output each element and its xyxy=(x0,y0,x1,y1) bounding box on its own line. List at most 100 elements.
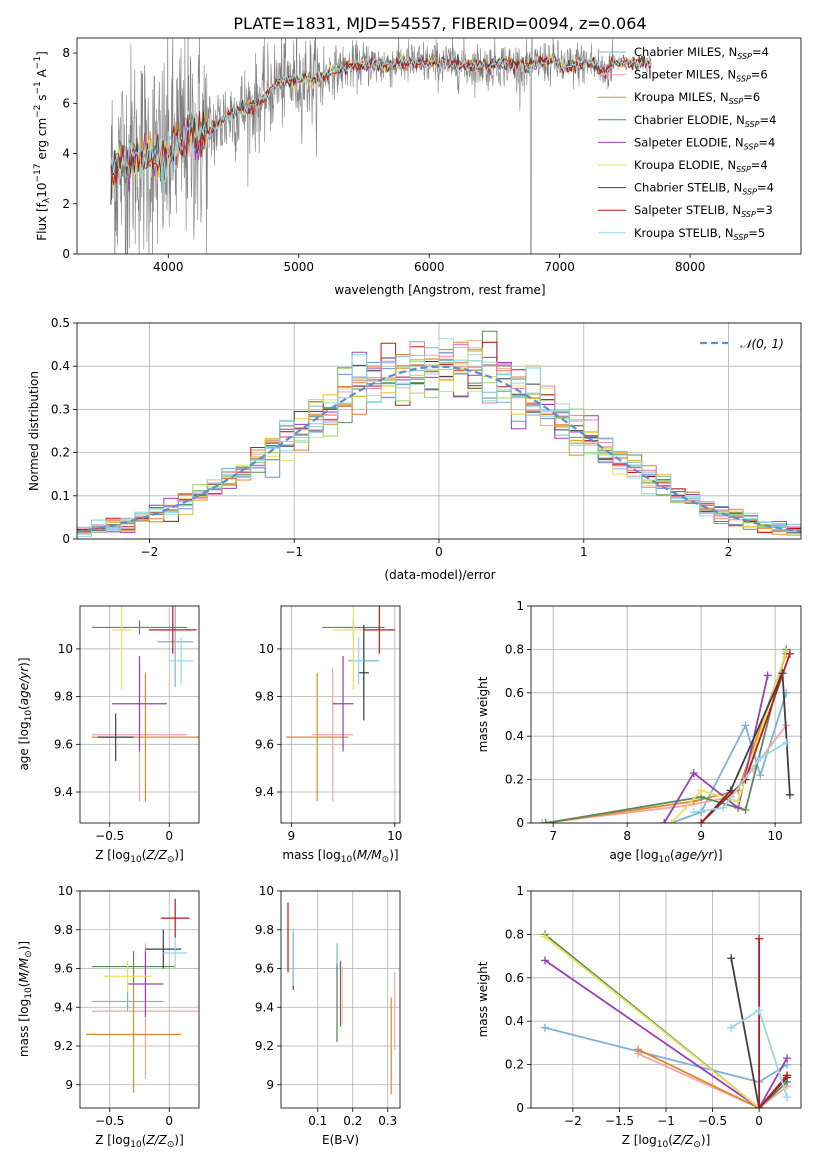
label-part: ( xyxy=(17,705,31,710)
axes-frame xyxy=(76,37,802,255)
weight-point-marker xyxy=(689,808,698,817)
label-part: mass [log xyxy=(282,848,340,862)
y-tick-label: 0.1 xyxy=(51,489,70,503)
legend-entry: Chabrier STELIB, NSSP=4 xyxy=(634,181,774,197)
label-part: 10 xyxy=(341,855,353,865)
y-tick-label: 0.2 xyxy=(51,446,70,460)
weight-point-marker xyxy=(540,956,549,965)
y-tick-label: 0.5 xyxy=(51,316,70,330)
y-tick-label: 10 xyxy=(58,884,73,898)
legend-entry: Salpeter ELODIE, NSSP=4 xyxy=(634,135,775,151)
y-tick-label: 0.2 xyxy=(505,773,524,787)
weight-point-marker xyxy=(540,932,549,941)
y-tick-label: 2 xyxy=(62,197,70,211)
label-part: ⊙ xyxy=(693,1140,701,1150)
label-part: )] xyxy=(174,848,183,862)
y-tick-label: 9 xyxy=(266,1078,274,1092)
y-tick-label: 0 xyxy=(62,247,70,261)
label-part: M/M xyxy=(357,848,382,862)
y-tick-label: 9.6 xyxy=(255,962,274,976)
x-tick-label: 8000 xyxy=(675,260,706,274)
legend-name: Salpeter MILES xyxy=(634,68,720,82)
weight-point-marker xyxy=(755,934,764,943)
y-tick-label: 9.2 xyxy=(255,1039,274,1053)
x-axis-label: wavelength [Angstrom, rest frame] xyxy=(334,283,545,297)
legend-sub: SSP xyxy=(737,52,752,61)
x-axis-label: Z [log10(Z/Z⊙)] xyxy=(95,848,184,865)
label-part: Z/Z xyxy=(145,848,167,862)
weight-point-marker xyxy=(660,819,669,823)
x-tick-label: 4000 xyxy=(153,260,184,274)
weight-series-line xyxy=(544,933,788,1108)
weight-series-line xyxy=(700,672,791,823)
label-part: 10 xyxy=(659,855,671,865)
weight-point-marker xyxy=(755,1006,764,1015)
y-tick-label: 0.6 xyxy=(505,686,524,700)
y-tick-label: 9.2 xyxy=(54,1039,73,1053)
y-axis-label: Normed distribution xyxy=(27,371,41,491)
label-part: age/yr xyxy=(17,666,31,705)
label-part: ⊙ xyxy=(24,950,34,958)
y-axis-label: mass weight xyxy=(476,676,490,752)
weight-point-marker xyxy=(755,1104,764,1108)
label-part: Z/Z xyxy=(672,1133,694,1147)
y-tick-label: 10 xyxy=(259,884,274,898)
weight-point-marker xyxy=(734,797,743,806)
figure-title: PLATE=1831, MJD=54557, FIBERID=0094, z=0… xyxy=(233,14,646,33)
weight-point-marker xyxy=(782,738,791,747)
legend-name: Kroupa ELODIE xyxy=(634,158,720,172)
legend-n: , N xyxy=(729,113,745,127)
weight-point-marker xyxy=(741,721,750,730)
x-tick-label: 0.3 xyxy=(378,1114,397,1128)
y-tick-label: 0.8 xyxy=(505,927,524,941)
x-tick-label: 2 xyxy=(725,545,733,559)
legend-n: , N xyxy=(728,135,744,149)
legend-entry: Salpeter STELIB, NSSP=3 xyxy=(634,203,773,219)
weight-series-line xyxy=(758,938,788,1108)
x-tick-label: −2 xyxy=(564,1114,582,1128)
weight-series-line xyxy=(545,649,788,823)
legend-n: , N xyxy=(713,90,729,104)
weight-series-line xyxy=(693,741,787,813)
x-tick-label: 7 xyxy=(549,829,557,843)
weight-point-marker xyxy=(756,771,765,780)
weight-point-marker xyxy=(727,954,736,963)
legend-name: Chabrier STELIB xyxy=(634,181,726,195)
label-part: 10 xyxy=(130,855,142,865)
x-tick-label: 9 xyxy=(697,829,705,843)
x-tick-label: 0 xyxy=(165,829,173,843)
plot-area xyxy=(110,38,652,254)
legend-entry: Kroupa STELIB, NSSP=5 xyxy=(634,226,765,242)
label-part: age [log xyxy=(609,848,658,862)
x-axis-label: Z [log10(Z/Z⊙)] xyxy=(622,1133,711,1150)
y-axis-label: age [log10(age/yr)] xyxy=(17,657,34,770)
axes-frame xyxy=(280,605,401,824)
y-tick-label: 9.4 xyxy=(54,785,73,799)
weight-series-line xyxy=(670,651,788,823)
weight-series-line xyxy=(545,653,788,823)
legend-name: Chabrier ELODIE xyxy=(634,113,729,127)
x-tick-label: −0.5 xyxy=(698,1114,727,1128)
legend-entry: Kroupa MILES, NSSP=6 xyxy=(634,90,760,106)
plot-area xyxy=(91,606,199,802)
legend-sub: SSP xyxy=(742,188,757,197)
x-tick-label: 9 xyxy=(288,829,296,843)
label-part: )] xyxy=(17,941,31,950)
legend-n: , N xyxy=(721,45,737,59)
weight-point-marker xyxy=(541,819,550,823)
weight-point-marker xyxy=(697,786,706,795)
axes-frame xyxy=(280,890,401,1109)
weight-point-marker xyxy=(763,671,772,680)
legend-count: =3 xyxy=(756,203,773,217)
weight-point-marker xyxy=(538,819,547,823)
legend-name: Kroupa MILES xyxy=(634,90,713,104)
legend-count: =4 xyxy=(758,135,775,149)
label-part: E(B-V) xyxy=(322,1133,359,1147)
legend-sub: SSP xyxy=(736,75,751,84)
panel-spectrum: 4000 5000 6000 7000 8000 0 2 4 6 8 Chabrier MILES,… xyxy=(33,37,802,297)
plot-area xyxy=(85,898,199,1093)
y-tick-label: 9.4 xyxy=(54,1000,73,1014)
